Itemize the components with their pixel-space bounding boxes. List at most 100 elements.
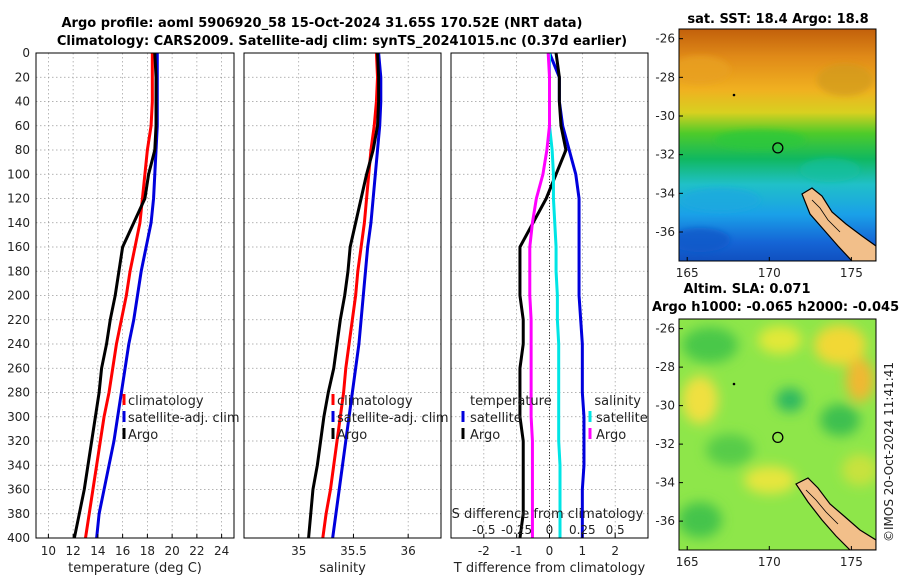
series-line-climatology — [321, 52, 380, 539]
sla-map-field — [679, 319, 876, 550]
y-tick-label: 280 — [7, 386, 30, 400]
sla-float-marker — [772, 431, 784, 444]
series-line-t-argo — [518, 52, 568, 539]
temperature-legend: climatology satellite-adj. clim Argo — [122, 394, 240, 443]
x-tick-label: 18 — [140, 544, 155, 558]
map-y-tick-label: -26 — [655, 32, 675, 46]
y-tick-label: 340 — [7, 458, 30, 472]
x-tick-label: 35.5 — [340, 544, 367, 558]
y-tick-label: 60 — [15, 119, 30, 133]
salinity-panel: 35 35.5 36 salinity — [243, 52, 442, 576]
figure-title-line2: Climatology: CARS2009. Satellite-adj cli… — [57, 34, 627, 49]
map-y-tick-label: -34 — [655, 476, 675, 490]
x-tick-label: 20 — [164, 544, 179, 558]
sla-map-title-line1: Altim. SLA: 0.071 — [684, 282, 811, 297]
map-x-tick-label: 175 — [840, 266, 863, 280]
x-tick-label: 12 — [65, 544, 80, 558]
series-line-t-satellite — [548, 52, 586, 538]
sst-coastline — [801, 187, 876, 261]
x-tick-label: 10 — [41, 544, 56, 558]
x-tick-label: 22 — [189, 544, 204, 558]
legend-label-climatology: climatology — [128, 394, 204, 409]
figure-title-line1: Argo profile: aoml 5906920_58 15-Oct-202… — [62, 16, 583, 31]
x-axis-label: temperature (deg C) — [68, 561, 202, 576]
legend-label-argo: Argo — [337, 428, 367, 443]
s-tick-label: 0.25 — [569, 523, 596, 537]
x-tick-label: -1 — [511, 544, 523, 558]
legend-label-satellite: satellite-adj. clim — [337, 411, 449, 426]
map-x-tick-label: 165 — [676, 555, 699, 569]
sst-map-field — [679, 29, 876, 261]
s-tick-label: 0.5 — [606, 523, 625, 537]
y-tick-label: 20 — [15, 70, 30, 84]
y-tick-label: 120 — [7, 192, 30, 206]
y-tick-label: 260 — [7, 361, 30, 375]
map-y-tick-label: -36 — [655, 514, 675, 528]
series-line-climatology — [84, 53, 154, 539]
map-y-tick-label: -34 — [655, 186, 675, 200]
map-y-tick-label: -30 — [655, 109, 675, 123]
series-line-s-argo — [528, 52, 551, 538]
y-tick-label: 200 — [7, 289, 30, 303]
x-tick-label: 2 — [611, 544, 619, 558]
sla-map-frame — [678, 318, 877, 551]
x-axis-label: T difference from climatology — [453, 561, 646, 576]
legend-label-climatology: climatology — [337, 394, 413, 409]
salinity-legend: climatology satellite-adj. clim Argo — [331, 394, 449, 443]
y-tick-label: 100 — [7, 167, 30, 181]
y-tick-label: 180 — [7, 264, 30, 278]
series-line-argo — [72, 52, 158, 539]
x-tick-label: 36 — [401, 544, 416, 558]
x-tick-label: 16 — [115, 544, 130, 558]
imos-watermark: ©IMOS 20-Oct-2024 11:41:41 — [882, 362, 896, 542]
s-tick-label: 0 — [546, 523, 554, 537]
x-tick-label: -2 — [478, 544, 490, 558]
map-x-tick-label: 165 — [676, 266, 699, 280]
map-x-tick-label: 170 — [758, 555, 781, 569]
sst-map-frame — [678, 28, 877, 262]
temperature-panel: 10 12 14 16 18 20 22 24 temperature (deg C) 0 20 40… — [7, 46, 235, 576]
x-tick-label: 14 — [90, 544, 105, 558]
y-tick-label: 220 — [7, 313, 30, 327]
x-tick-label: 35 — [291, 544, 306, 558]
y-tick-label: 360 — [7, 483, 30, 497]
legend-label-s-satellite: satellite — [596, 411, 648, 426]
sst-float-marker — [772, 142, 784, 154]
legend-title-temperature: temperature — [470, 394, 552, 409]
difference-legend: temperature satellite Argo salinity sate… — [461, 394, 648, 443]
legend-label-t-argo: Argo — [470, 428, 500, 443]
s-tick-label: -0.25 — [501, 523, 532, 537]
map-y-tick-label: -32 — [655, 437, 675, 451]
map-y-tick-label: -36 — [655, 225, 675, 239]
sst-map-ticks: 165 170 175 -26 -28 -30 -32 -34 -36 — [655, 32, 862, 280]
plot-frame — [35, 52, 235, 539]
difference-panel: -2 -1 0 1 2 T difference from climatology S di… — [450, 52, 649, 576]
y-tick-label: 380 — [7, 507, 30, 521]
y-tick-label: 300 — [7, 410, 30, 424]
legend-label-s-argo: Argo — [596, 428, 626, 443]
map-x-tick-label: 170 — [758, 266, 781, 280]
x-tick-label: 0 — [546, 544, 554, 558]
sla-coastline — [795, 477, 876, 550]
sla-map-ticks: 165 170 175 -26 -28 -30 -32 -34 -36 — [655, 322, 862, 569]
y-tick-label: 320 — [7, 434, 30, 448]
y-tick-label: 0 — [22, 46, 30, 60]
map-y-tick-label: -30 — [655, 399, 675, 413]
y-tick-label: 140 — [7, 216, 30, 230]
legend-label-t-satellite: satellite — [470, 411, 522, 426]
x-tick-label: 24 — [214, 544, 229, 558]
s-axis-label: S difference from climatology — [452, 507, 644, 522]
y-tick-label: 240 — [7, 337, 30, 351]
legend-label-argo: Argo — [128, 428, 158, 443]
map-x-tick-label: 175 — [840, 555, 863, 569]
sst-map-title: sat. SST: 18.4 Argo: 18.8 — [687, 12, 868, 27]
map-y-tick-label: -26 — [655, 322, 675, 336]
y-tick-label: 80 — [15, 143, 30, 157]
s-tick-label: -0.5 — [472, 523, 495, 537]
plot-frame — [243, 52, 442, 539]
x-tick-label: 1 — [579, 544, 587, 558]
sla-map-title-line2: Argo h1000: -0.065 h2000: -0.045 — [652, 300, 899, 315]
series-line-satellite-adj-clim — [331, 52, 383, 539]
series-line-argo — [307, 52, 381, 539]
